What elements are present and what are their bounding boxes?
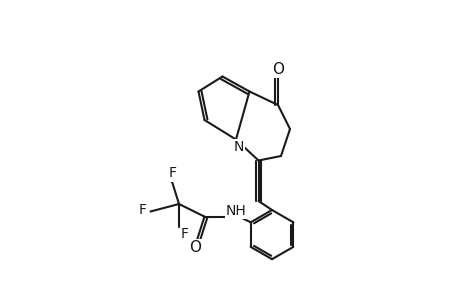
Text: N: N (233, 140, 243, 154)
Text: NH: NH (225, 204, 246, 218)
Text: F: F (168, 167, 177, 180)
Text: O: O (189, 240, 201, 255)
Text: F: F (180, 227, 189, 241)
Text: F: F (139, 203, 147, 217)
Text: O: O (271, 61, 283, 76)
